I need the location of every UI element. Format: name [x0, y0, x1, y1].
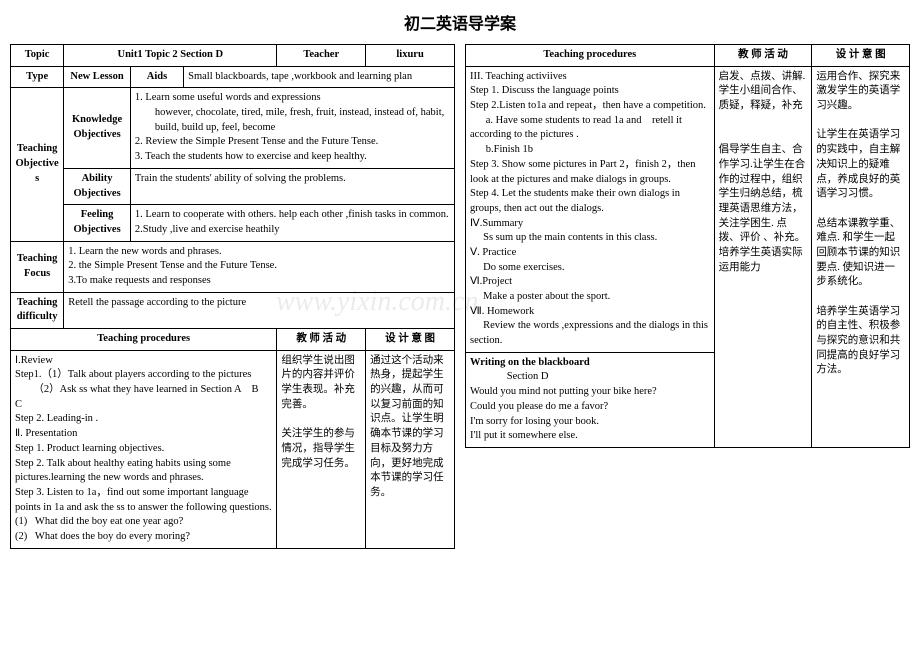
- board-header: Writing on the blackboard: [470, 357, 590, 368]
- aids-value: Small blackboards, tape ,workbook and le…: [184, 66, 455, 88]
- k2: however, chocolate, tired, mile, fresh, …: [135, 106, 450, 135]
- type-value: New Lesson: [64, 66, 131, 88]
- content-wrap: Topic Unit1 Topic 2 Section D Teacher li…: [10, 44, 910, 549]
- r-proc-col1: Teaching procedures: [466, 45, 715, 67]
- fc2: 2. the Simple Present Tense and the Futu…: [68, 260, 277, 271]
- difficulty-label: Teaching difficulty: [11, 292, 64, 328]
- board-cell: Writing on the blackboard Section D Woul…: [466, 352, 715, 447]
- feeling-label: Feeling Objectives: [64, 205, 131, 241]
- focus-label: Teaching Focus: [11, 241, 64, 292]
- fc3: 3.To make requests and responses: [68, 275, 210, 286]
- feeling-cell: 1. Learn to cooperate with others. help …: [130, 205, 454, 241]
- topic-label: Topic: [11, 45, 64, 67]
- k1: 1. Learn some useful words and expressio…: [135, 92, 321, 103]
- b0: Section D: [470, 371, 548, 382]
- proc-left-text: Ⅰ.Review Step1.（1）Talk about players acc…: [11, 350, 277, 548]
- r-proc-teacher: 启发、点拨、讲解. 学生小组间合作、质疑，释疑，补充 倡导学生自主、合作学习.让…: [714, 66, 812, 447]
- r-proc-col2: 教 师 活 动: [714, 45, 812, 67]
- aids-label: Aids: [130, 66, 183, 88]
- page-title: 初二英语导学案: [10, 10, 910, 34]
- ability-text: Train the students' ability of solving t…: [130, 168, 454, 204]
- k4: 3. Teach the students how to exercise an…: [135, 151, 367, 162]
- proc-left-design: 通过这个活动来热身，提起学生的兴趣，从而可以复习前面的知识点。让学生明确本节课的…: [366, 350, 455, 548]
- proc-col2: 教 师 活 动: [277, 329, 366, 351]
- right-column: Teaching procedures 教 师 活 动 设 计 意 图 III.…: [465, 44, 910, 549]
- teacher-value: lixuru: [366, 45, 455, 67]
- f2: 2.Study ,live and exercise heathily: [135, 224, 280, 235]
- right-table: Teaching procedures 教 师 活 动 设 计 意 图 III.…: [465, 44, 910, 448]
- b3: I'm sorry for losing your book.: [470, 416, 599, 427]
- proc-col1: Teaching procedures: [11, 329, 277, 351]
- ability-label: Ability Objectives: [64, 168, 131, 204]
- left-column: Topic Unit1 Topic 2 Section D Teacher li…: [10, 44, 455, 549]
- focus-cell: 1. Learn the new words and phrases. 2. t…: [64, 241, 455, 292]
- fc1: 1. Learn the new words and phrases.: [68, 246, 221, 257]
- b2: Could you please do me a favor?: [470, 401, 608, 412]
- topic-value: Unit1 Topic 2 Section D: [64, 45, 277, 67]
- f1: 1. Learn to cooperate with others. help …: [135, 209, 449, 220]
- r-proc-design: 运用合作、探究来激发学生的英语学习兴趣。 让学生在英语学习的实践中，自主解决知识…: [812, 66, 910, 447]
- difficulty-text: Retell the passage according to the pict…: [64, 292, 455, 328]
- left-table: Topic Unit1 Topic 2 Section D Teacher li…: [10, 44, 455, 549]
- b1: Would you mind not putting your bike her…: [470, 386, 657, 397]
- type-label: Type: [11, 66, 64, 88]
- k3: 2. Review the Simple Present Tense and t…: [135, 136, 378, 147]
- knowledge-cell: 1. Learn some useful words and expressio…: [130, 88, 454, 168]
- knowledge-label: Knowledge Objectives: [64, 88, 131, 168]
- r-proc-text: III. Teaching activiives Step 1. Discuss…: [466, 66, 715, 352]
- b4: I'll put it somewhere else.: [470, 430, 578, 441]
- obj-label: Teaching Objectives: [11, 88, 64, 241]
- r-proc-col3: 设 计 意 图: [812, 45, 910, 67]
- proc-col3: 设 计 意 图: [366, 329, 455, 351]
- teacher-label: Teacher: [277, 45, 366, 67]
- proc-left-teacher: 组织学生说出图片的内容并评价学生表现。补充完善。 关注学生的参与情况，指导学生完…: [277, 350, 366, 548]
